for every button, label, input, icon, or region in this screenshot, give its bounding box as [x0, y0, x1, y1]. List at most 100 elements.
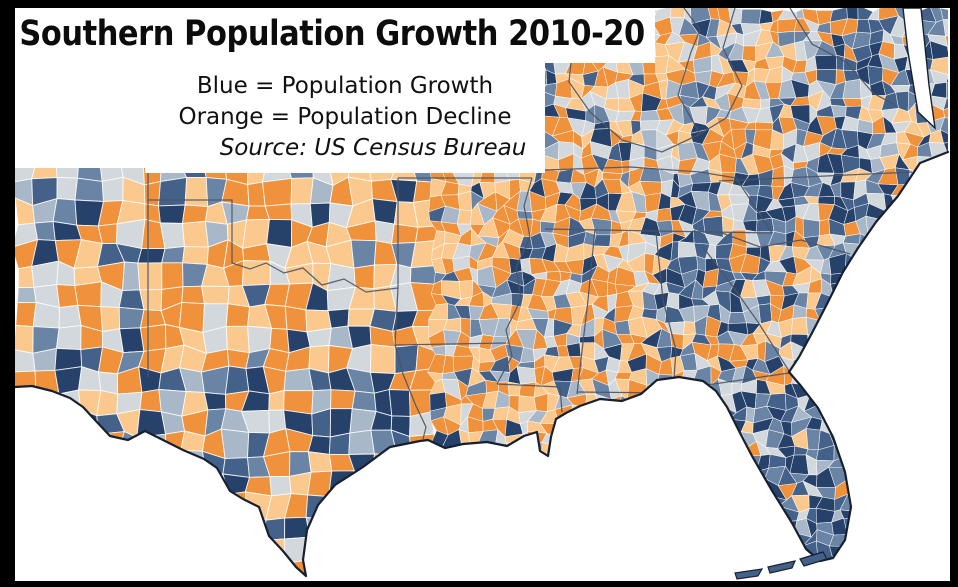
county-cell [409, 265, 437, 285]
county-cell [945, 66, 948, 83]
county-cell [266, 218, 293, 248]
county-cell [459, 280, 474, 300]
county-cell [374, 220, 395, 245]
county-cell [137, 248, 166, 264]
county-cell [203, 391, 227, 411]
county-cell [74, 177, 104, 202]
county-cell [161, 246, 186, 264]
legend-orange-line: Orange = Population Decline [178, 104, 512, 130]
county-cell [602, 172, 623, 181]
county-cell [58, 304, 82, 329]
county-cell [329, 408, 353, 438]
county-cell [842, 78, 862, 99]
county-cell [241, 260, 271, 287]
county-cell [370, 344, 396, 375]
legend-box: Blue = Population Growth Orange = Popula… [145, 63, 545, 173]
county-cell [755, 217, 775, 233]
county-cell [802, 218, 820, 239]
county-cell [614, 319, 631, 335]
state-border [544, 228, 773, 234]
county-cell [15, 301, 37, 328]
county-cell [410, 240, 436, 269]
county-cell [201, 285, 230, 305]
state-border [721, 232, 851, 255]
county-cell [814, 54, 837, 70]
county-cell [327, 308, 350, 329]
county-cell [593, 234, 612, 247]
state-border [496, 383, 563, 413]
county-cell [391, 223, 419, 245]
county-cell [100, 306, 121, 333]
county-cell [842, 98, 862, 107]
state-border [655, 231, 677, 394]
county-cell [157, 204, 186, 224]
county-cell [139, 323, 167, 352]
state-border [718, 171, 913, 182]
county-cell [119, 327, 145, 354]
legend-blue-line: Blue = Population Growth [196, 73, 494, 99]
county-cell [758, 303, 773, 325]
county-cell [225, 325, 250, 354]
county-cell [181, 220, 209, 248]
county-cell [740, 9, 762, 25]
county-cell [943, 103, 948, 122]
county-cell [139, 388, 162, 413]
county-cell [457, 190, 472, 212]
county-cell [507, 381, 521, 397]
county-cell [492, 406, 510, 420]
county-cell [182, 246, 209, 265]
county-cell [755, 121, 774, 131]
county-cell [758, 9, 774, 25]
county-cell [122, 261, 141, 292]
county-cell [350, 239, 377, 269]
state-border [576, 228, 596, 395]
county-cell [388, 389, 411, 417]
county-cell [308, 345, 330, 374]
county-cell [284, 305, 308, 333]
county-cell [74, 281, 102, 308]
county-cell [683, 321, 696, 336]
state-border [789, 8, 896, 106]
county-cell [268, 389, 285, 411]
county-cell [96, 389, 119, 417]
title-box: Southern Population Growth 2010-20 [15, 8, 655, 63]
county-cell [728, 194, 750, 205]
state-border [148, 199, 399, 293]
county-cell [143, 181, 161, 207]
state-border [496, 177, 533, 385]
county-cell [118, 306, 145, 330]
county-cell [220, 428, 250, 460]
county-cell [290, 177, 314, 205]
county-cell [159, 222, 185, 250]
county-cell [371, 198, 398, 225]
county-cell [52, 198, 78, 226]
county-cell [566, 342, 582, 358]
county-cell [656, 207, 672, 222]
county-cell [840, 181, 856, 201]
source-credit: Source: US Census Bureau [219, 135, 527, 161]
county-cell [691, 182, 712, 193]
state-border [394, 344, 427, 440]
county-cell [330, 389, 356, 410]
county-cell [756, 294, 771, 306]
county-cell [940, 8, 948, 21]
county-cell [56, 177, 79, 201]
county-cell [55, 325, 82, 351]
chesapeake-bay-water [902, 8, 936, 130]
county-cell [307, 435, 331, 455]
county-cell [929, 40, 948, 60]
county-cell [283, 368, 314, 392]
county-cell [224, 365, 250, 395]
county-cell [56, 284, 79, 309]
county-cell [818, 218, 831, 237]
coastline [15, 150, 950, 578]
county-cell [34, 221, 56, 242]
county-cell [456, 209, 473, 225]
florida-keys-island [734, 568, 764, 580]
county-cell [306, 327, 332, 348]
county-cell [817, 196, 836, 205]
county-cell [353, 264, 375, 290]
county-cell [101, 176, 124, 202]
county-cell [409, 411, 435, 438]
county-cell [225, 303, 251, 327]
